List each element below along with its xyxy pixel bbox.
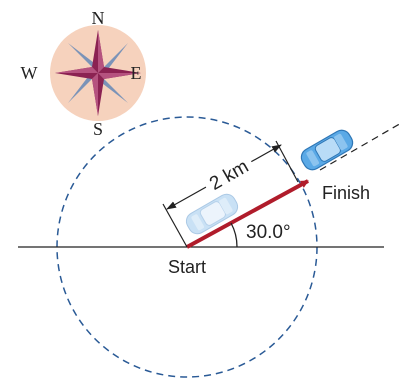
compass-south-label: S bbox=[93, 119, 103, 139]
compass-east-label: E bbox=[131, 63, 142, 83]
distance-tick-finish bbox=[275, 140, 299, 183]
car-at-start bbox=[185, 193, 239, 235]
compass-rose-icon: N S E W bbox=[21, 8, 146, 139]
angle-label: 30.0° bbox=[246, 222, 291, 243]
direction-extension-line bbox=[319, 121, 404, 171]
compass-north-label: N bbox=[92, 8, 105, 28]
finish-label: Finish bbox=[322, 183, 370, 203]
car-at-finish bbox=[300, 129, 354, 171]
angle-arc bbox=[230, 222, 238, 248]
compass-west-label: W bbox=[21, 63, 38, 83]
start-label: Start bbox=[168, 257, 206, 277]
compass-main-points-shade bbox=[55, 30, 141, 116]
displacement-arrow bbox=[186, 179, 309, 249]
distance-tick-start bbox=[162, 203, 188, 248]
